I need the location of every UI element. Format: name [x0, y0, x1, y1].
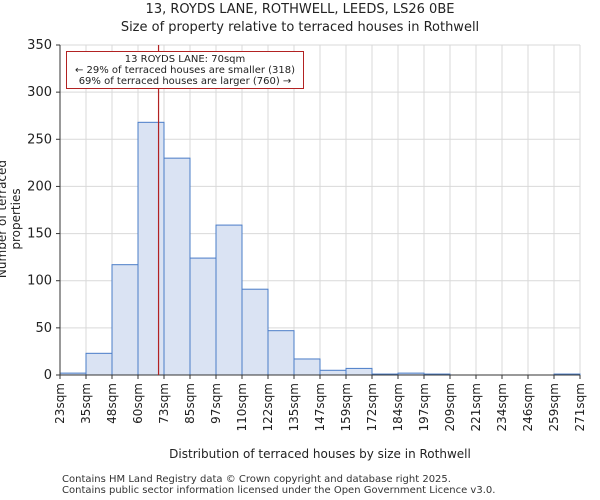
histogram-bar [85, 352, 113, 376]
x-tick-label: 259sqm [547, 383, 561, 431]
annotation-line-1: 13 ROYDS LANE: 70sqm [124, 54, 246, 65]
y-tick-label: 250 [27, 132, 52, 147]
x-tick-label: 147sqm [313, 383, 327, 431]
histogram-bar [241, 288, 269, 376]
x-tick-label: 85sqm [183, 383, 197, 424]
x-tick-label: 221sqm [469, 383, 483, 431]
chart-subtitle: Size of property relative to terraced ho… [120, 20, 480, 35]
x-tick-label: 271sqm [573, 383, 587, 431]
histogram-bar [111, 264, 139, 376]
y-tick-label: 300 [27, 85, 52, 100]
y-tick-label: 0 [44, 368, 52, 383]
annotation-line-2: ← 29% of terraced houses are smaller (31… [74, 65, 296, 76]
x-tick-label: 209sqm [443, 383, 457, 431]
x-tick-label: 246sqm [521, 383, 535, 431]
histogram-bar [215, 224, 243, 376]
histogram-bar [345, 367, 373, 376]
histogram-bar [293, 358, 321, 376]
histogram-bar [137, 121, 165, 376]
x-tick-label: 73sqm [157, 383, 171, 424]
histogram-bar [189, 257, 217, 376]
x-tick-label: 184sqm [391, 383, 405, 431]
y-tick-label: 200 [27, 179, 52, 194]
y-tick-label: 150 [27, 227, 52, 242]
histogram-bar [163, 157, 191, 376]
y-tick-label: 100 [27, 274, 52, 289]
footer-copyright: Contains HM Land Registry data © Crown c… [62, 474, 451, 485]
x-tick-label: 97sqm [209, 383, 223, 424]
y-tick-label: 50 [35, 321, 52, 336]
footer-licence: Contains public sector information licen… [62, 485, 496, 496]
x-tick-label: 35sqm [79, 383, 93, 424]
x-tick-label: 197sqm [417, 383, 431, 431]
histogram-bar [267, 330, 295, 376]
y-axis-label: Number of terraced properties [0, 159, 23, 279]
x-tick-label: 48sqm [105, 383, 119, 424]
histogram-bar [319, 369, 347, 376]
annotation-line-3: 69% of terraced houses are larger (760) … [78, 76, 292, 87]
x-tick-label: 23sqm [53, 383, 67, 424]
x-tick-label: 122sqm [261, 383, 275, 431]
x-tick-label: 172sqm [365, 383, 379, 431]
chart-title: 13, ROYDS LANE, ROTHWELL, LEEDS, LS26 0B… [145, 2, 455, 17]
x-tick-label: 110sqm [235, 383, 249, 431]
x-tick-label: 135sqm [287, 383, 301, 431]
annotation-box: 13 ROYDS LANE: 70sqm ← 29% of terraced h… [66, 51, 304, 89]
y-tick-label: 350 [27, 38, 52, 53]
x-tick-label: 159sqm [339, 383, 353, 431]
x-tick-label: 60sqm [131, 383, 145, 424]
x-tick-label: 234sqm [495, 383, 509, 431]
x-axis-label: Distribution of terraced houses by size … [169, 447, 471, 461]
